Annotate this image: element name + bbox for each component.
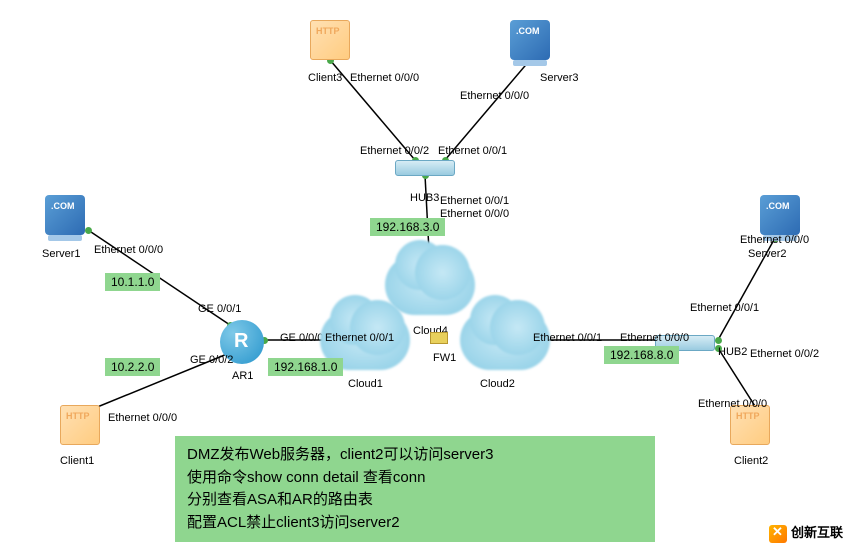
- server1-iface: Ethernet 0/0/0: [94, 244, 163, 256]
- instruction-line-4: 配置ACL禁止client3访问server2: [187, 512, 643, 535]
- cloud1-label: Cloud1: [348, 378, 383, 390]
- fw1-label: FW1: [433, 352, 456, 364]
- client3-iface: Ethernet 0/0/0: [350, 72, 419, 84]
- server3-iface: Ethernet 0/0/0: [460, 90, 529, 102]
- client1-icon: HTTP: [60, 405, 100, 445]
- hub3-label: HUB3: [410, 192, 439, 204]
- instruction-box: DMZ发布Web服务器，client2可以访问server3 使用命令show …: [175, 436, 655, 542]
- client1-iface: Ethernet 0/0/0: [108, 412, 177, 424]
- net-10-1-1-0: 10.1.1.0: [105, 273, 160, 291]
- client3-icon: HTTP: [310, 20, 350, 60]
- server1-label: Server1: [42, 248, 81, 260]
- hub2-iface-top: Ethernet 0/0/1: [690, 302, 759, 314]
- ar1-ge000: GE 0/0/0: [280, 332, 323, 344]
- cloud4-icon: [385, 255, 475, 315]
- cloud2-iface: Ethernet 0/0/1: [533, 332, 602, 344]
- server2-icon: .COM: [760, 195, 800, 235]
- net-10-2-2-0: 10.2.2.0: [105, 358, 160, 376]
- client2-label: Client2: [734, 455, 768, 467]
- server2-iface: Ethernet 0/0/0: [740, 234, 809, 246]
- net-192-168-3-0: 192.168.3.0: [370, 218, 445, 236]
- fw1-icon: [430, 332, 448, 344]
- ar1-ge001: GE 0/0/1: [198, 303, 241, 315]
- hub3-icon: [395, 160, 455, 176]
- server3-label: Server3: [540, 72, 579, 84]
- hub3-iface-bl: Ethernet 0/0/1: [440, 195, 509, 207]
- server1-icon: .COM: [45, 195, 85, 235]
- net-192-168-8-0: 192.168.8.0: [604, 346, 679, 364]
- client3-label: Client3: [308, 72, 342, 84]
- client1-label: Client1: [60, 455, 94, 467]
- watermark-text: 创新互联: [791, 525, 843, 540]
- hub3-iface-tl: Ethernet 0/0/2: [360, 145, 429, 157]
- instruction-line-3: 分别查看ASA和AR的路由表: [187, 489, 643, 512]
- client2-icon: HTTP: [730, 405, 770, 445]
- cloud1-iface: Ethernet 0/0/1: [325, 332, 394, 344]
- watermark-icon: [769, 525, 787, 543]
- server3-icon: .COM: [510, 20, 550, 60]
- instruction-line-1: DMZ发布Web服务器，client2可以访问server3: [187, 444, 643, 467]
- net-192-168-1-0: 192.168.1.0: [268, 358, 343, 376]
- cloud2-label: Cloud2: [480, 378, 515, 390]
- hub2-iface-right: Ethernet 0/0/2: [750, 348, 819, 360]
- watermark: 创新互联: [769, 522, 843, 543]
- server2-label: Server2: [748, 248, 787, 260]
- ar1-ge002: GE 0/0/2: [190, 354, 233, 366]
- ar1-label: AR1: [232, 370, 253, 382]
- client2-iface: Ethernet 0/0/0: [698, 398, 767, 410]
- instruction-line-2: 使用命令show conn detail 查看conn: [187, 467, 643, 490]
- hub2-label: HUB2: [718, 346, 747, 358]
- hub3-iface-br: Ethernet 0/0/0: [440, 208, 509, 220]
- hub2-iface-left: Ethernet 0/0/0: [620, 332, 689, 344]
- hub3-iface-tr: Ethernet 0/0/1: [438, 145, 507, 157]
